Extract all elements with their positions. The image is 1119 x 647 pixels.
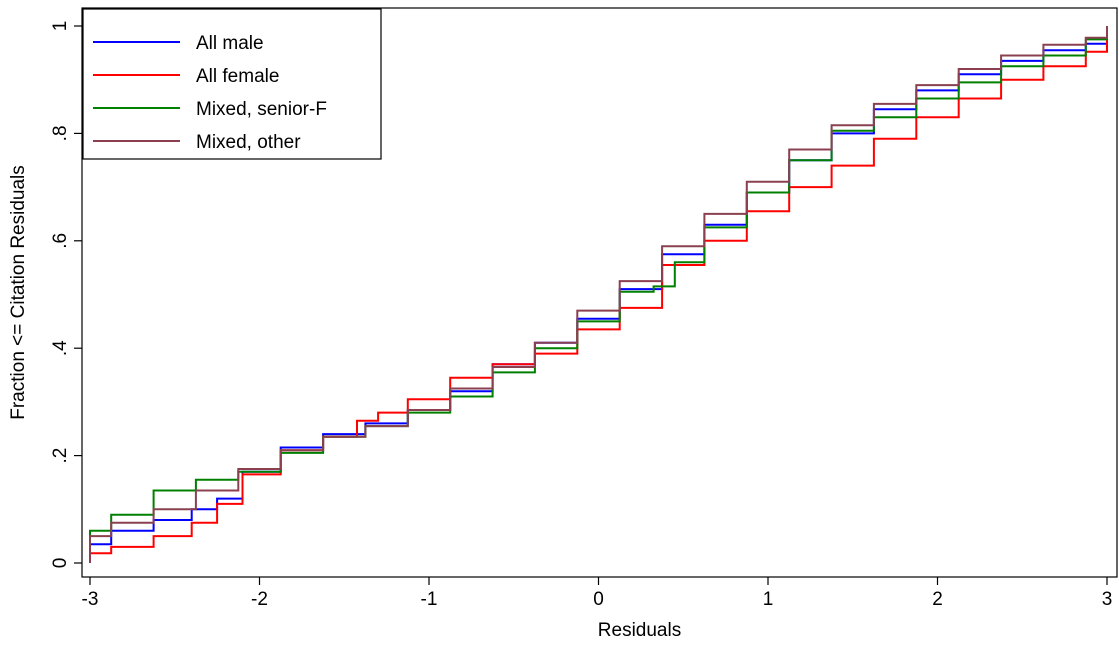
- legend-label-4: Mixed, other: [196, 132, 301, 153]
- series-line-4: [89, 26, 1108, 563]
- y-axis-label: Fraction <= Citation Residuals: [8, 165, 29, 420]
- legend-label-1: All male: [196, 33, 264, 54]
- y-tick-label: .6: [50, 233, 71, 249]
- axes: [81, 7, 1118, 578]
- legend-label-3: Mixed, senior-F: [196, 99, 327, 120]
- plot-frame: [81, 7, 1118, 578]
- x-tick-label: 0: [593, 589, 604, 610]
- y-tick-label: 0: [50, 558, 71, 569]
- series-lines: [89, 26, 1108, 563]
- x-tick-label: 1: [763, 589, 774, 610]
- y-tick-label: .2: [50, 448, 71, 464]
- series-line-2: [89, 26, 1108, 563]
- y-tick-label: .4: [50, 340, 71, 356]
- x-tick-label: 2: [932, 589, 943, 610]
- y-axis-ticks: 0 .2 .4 .6 .8 1: [50, 21, 82, 569]
- x-tick-label: 3: [1102, 589, 1113, 610]
- x-axis-label: Residuals: [598, 620, 681, 641]
- y-tick-label: .8: [50, 125, 71, 141]
- x-axis-ticks: -3 -2 -1 0 1 2 3: [82, 577, 1113, 610]
- x-tick-label: -3: [82, 589, 99, 610]
- x-tick-label: -1: [421, 589, 438, 610]
- legend-label-2: All female: [196, 66, 279, 87]
- y-tick-label: 1: [50, 21, 71, 32]
- x-tick-label: -2: [251, 589, 268, 610]
- legend-box: [82, 8, 382, 160]
- legend: All male All female Mixed, senior-F Mixed, …: [82, 8, 382, 160]
